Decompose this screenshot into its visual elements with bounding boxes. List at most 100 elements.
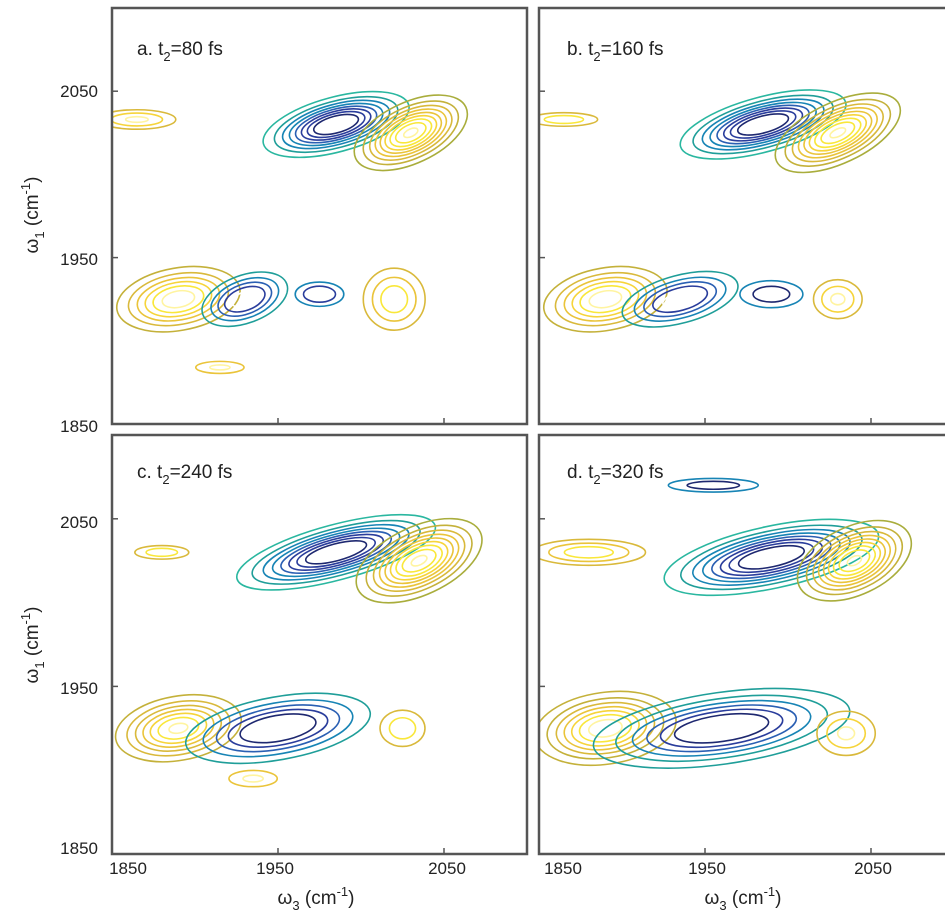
panel-frame <box>537 6 945 426</box>
negative-peak <box>115 265 241 333</box>
contour-line <box>389 540 449 581</box>
contour-line <box>555 701 656 755</box>
x-tick-label: 1850 <box>109 859 147 878</box>
contour-line <box>702 532 841 583</box>
contour-line <box>362 100 460 166</box>
negative-peak <box>539 111 599 128</box>
positive-peak <box>679 89 847 160</box>
contour-line <box>320 117 352 132</box>
contour-line <box>752 285 791 303</box>
contour-line <box>539 690 677 767</box>
panel-a <box>110 6 529 426</box>
positive-peak <box>739 279 804 309</box>
contour-line <box>539 111 599 128</box>
negative-peak <box>134 544 190 560</box>
panel-c <box>110 433 529 856</box>
contour-line <box>587 718 623 738</box>
contour-line <box>539 538 647 567</box>
contour-line <box>410 554 428 567</box>
contour-line <box>124 115 149 124</box>
contour-line <box>812 278 863 320</box>
contour-line <box>716 104 810 145</box>
tick-marks <box>538 518 872 855</box>
negative-peak <box>812 278 863 320</box>
contour-line <box>288 533 385 571</box>
contour-line <box>579 285 632 314</box>
contour-line <box>817 534 891 587</box>
contour-line <box>796 519 913 602</box>
contour-line <box>127 271 230 327</box>
contour-line <box>144 280 213 318</box>
x-axis-title: ω3 (cm-1) <box>278 884 355 913</box>
negative-peak <box>539 690 677 767</box>
contour-line <box>379 709 426 748</box>
contour-line <box>643 281 718 318</box>
contour-line <box>402 127 419 139</box>
contour-line <box>184 692 372 765</box>
contour-line <box>161 289 196 309</box>
contour-line <box>774 92 902 174</box>
contour-line <box>215 704 341 753</box>
contour-line <box>829 292 846 306</box>
contour-line <box>378 533 460 588</box>
negative-peak <box>353 94 469 172</box>
contour-line <box>563 276 648 322</box>
contour-line <box>679 89 847 160</box>
contour-line <box>365 524 473 597</box>
contour-line <box>592 687 851 769</box>
contour-line <box>554 271 657 327</box>
contour-line <box>134 544 190 560</box>
contour-line <box>749 549 794 566</box>
x-axis-title: ω3 (cm-1) <box>705 884 782 913</box>
negative-peak <box>796 519 913 602</box>
contour-line <box>821 285 855 313</box>
contour-line <box>563 705 648 751</box>
contour-line <box>846 554 863 567</box>
contour-line <box>294 105 378 144</box>
negative-peak <box>112 108 177 131</box>
contour-line <box>353 94 469 172</box>
panel-frame <box>110 433 529 856</box>
contour-line <box>371 276 417 322</box>
negative-peak <box>228 769 279 788</box>
contour-line <box>380 285 409 314</box>
contour-line <box>692 528 851 586</box>
contour-line <box>374 108 448 158</box>
negative-peak <box>355 517 483 604</box>
positive-peak <box>184 692 372 765</box>
contour-line <box>722 107 804 142</box>
contour-line <box>302 285 337 304</box>
negative-peak <box>774 92 902 174</box>
contour-line <box>202 699 354 758</box>
x-tick-label: 1850 <box>544 859 582 878</box>
y-axis-title: ω1 (cm-1) <box>18 607 47 684</box>
y-tick-label: 1950 <box>60 679 98 698</box>
contour-line <box>262 523 410 581</box>
contour-line <box>711 535 832 580</box>
x-tick-label: 1950 <box>256 859 294 878</box>
contour-line <box>126 700 231 757</box>
contour-line <box>115 265 241 333</box>
contour-line <box>112 112 164 127</box>
panel-d <box>537 433 945 856</box>
contour-line <box>646 704 798 753</box>
contour-line <box>797 107 878 159</box>
contour-line <box>805 526 904 596</box>
contour-line <box>667 477 760 493</box>
contour-line <box>737 544 805 570</box>
contour-line <box>388 716 417 740</box>
contour-line <box>114 694 243 763</box>
contour-line <box>729 110 797 139</box>
x-tick-label: 1950 <box>688 859 726 878</box>
contour-line <box>739 279 804 309</box>
contour-line <box>571 280 640 318</box>
contour-line <box>820 121 856 145</box>
y-tick-label: 2050 <box>60 513 98 532</box>
contour-line <box>194 360 245 375</box>
contour-line <box>294 281 345 308</box>
y-tick-label: 2050 <box>60 82 98 101</box>
contour-line <box>201 271 289 328</box>
contour-line <box>546 697 665 760</box>
contour-line <box>355 517 483 604</box>
